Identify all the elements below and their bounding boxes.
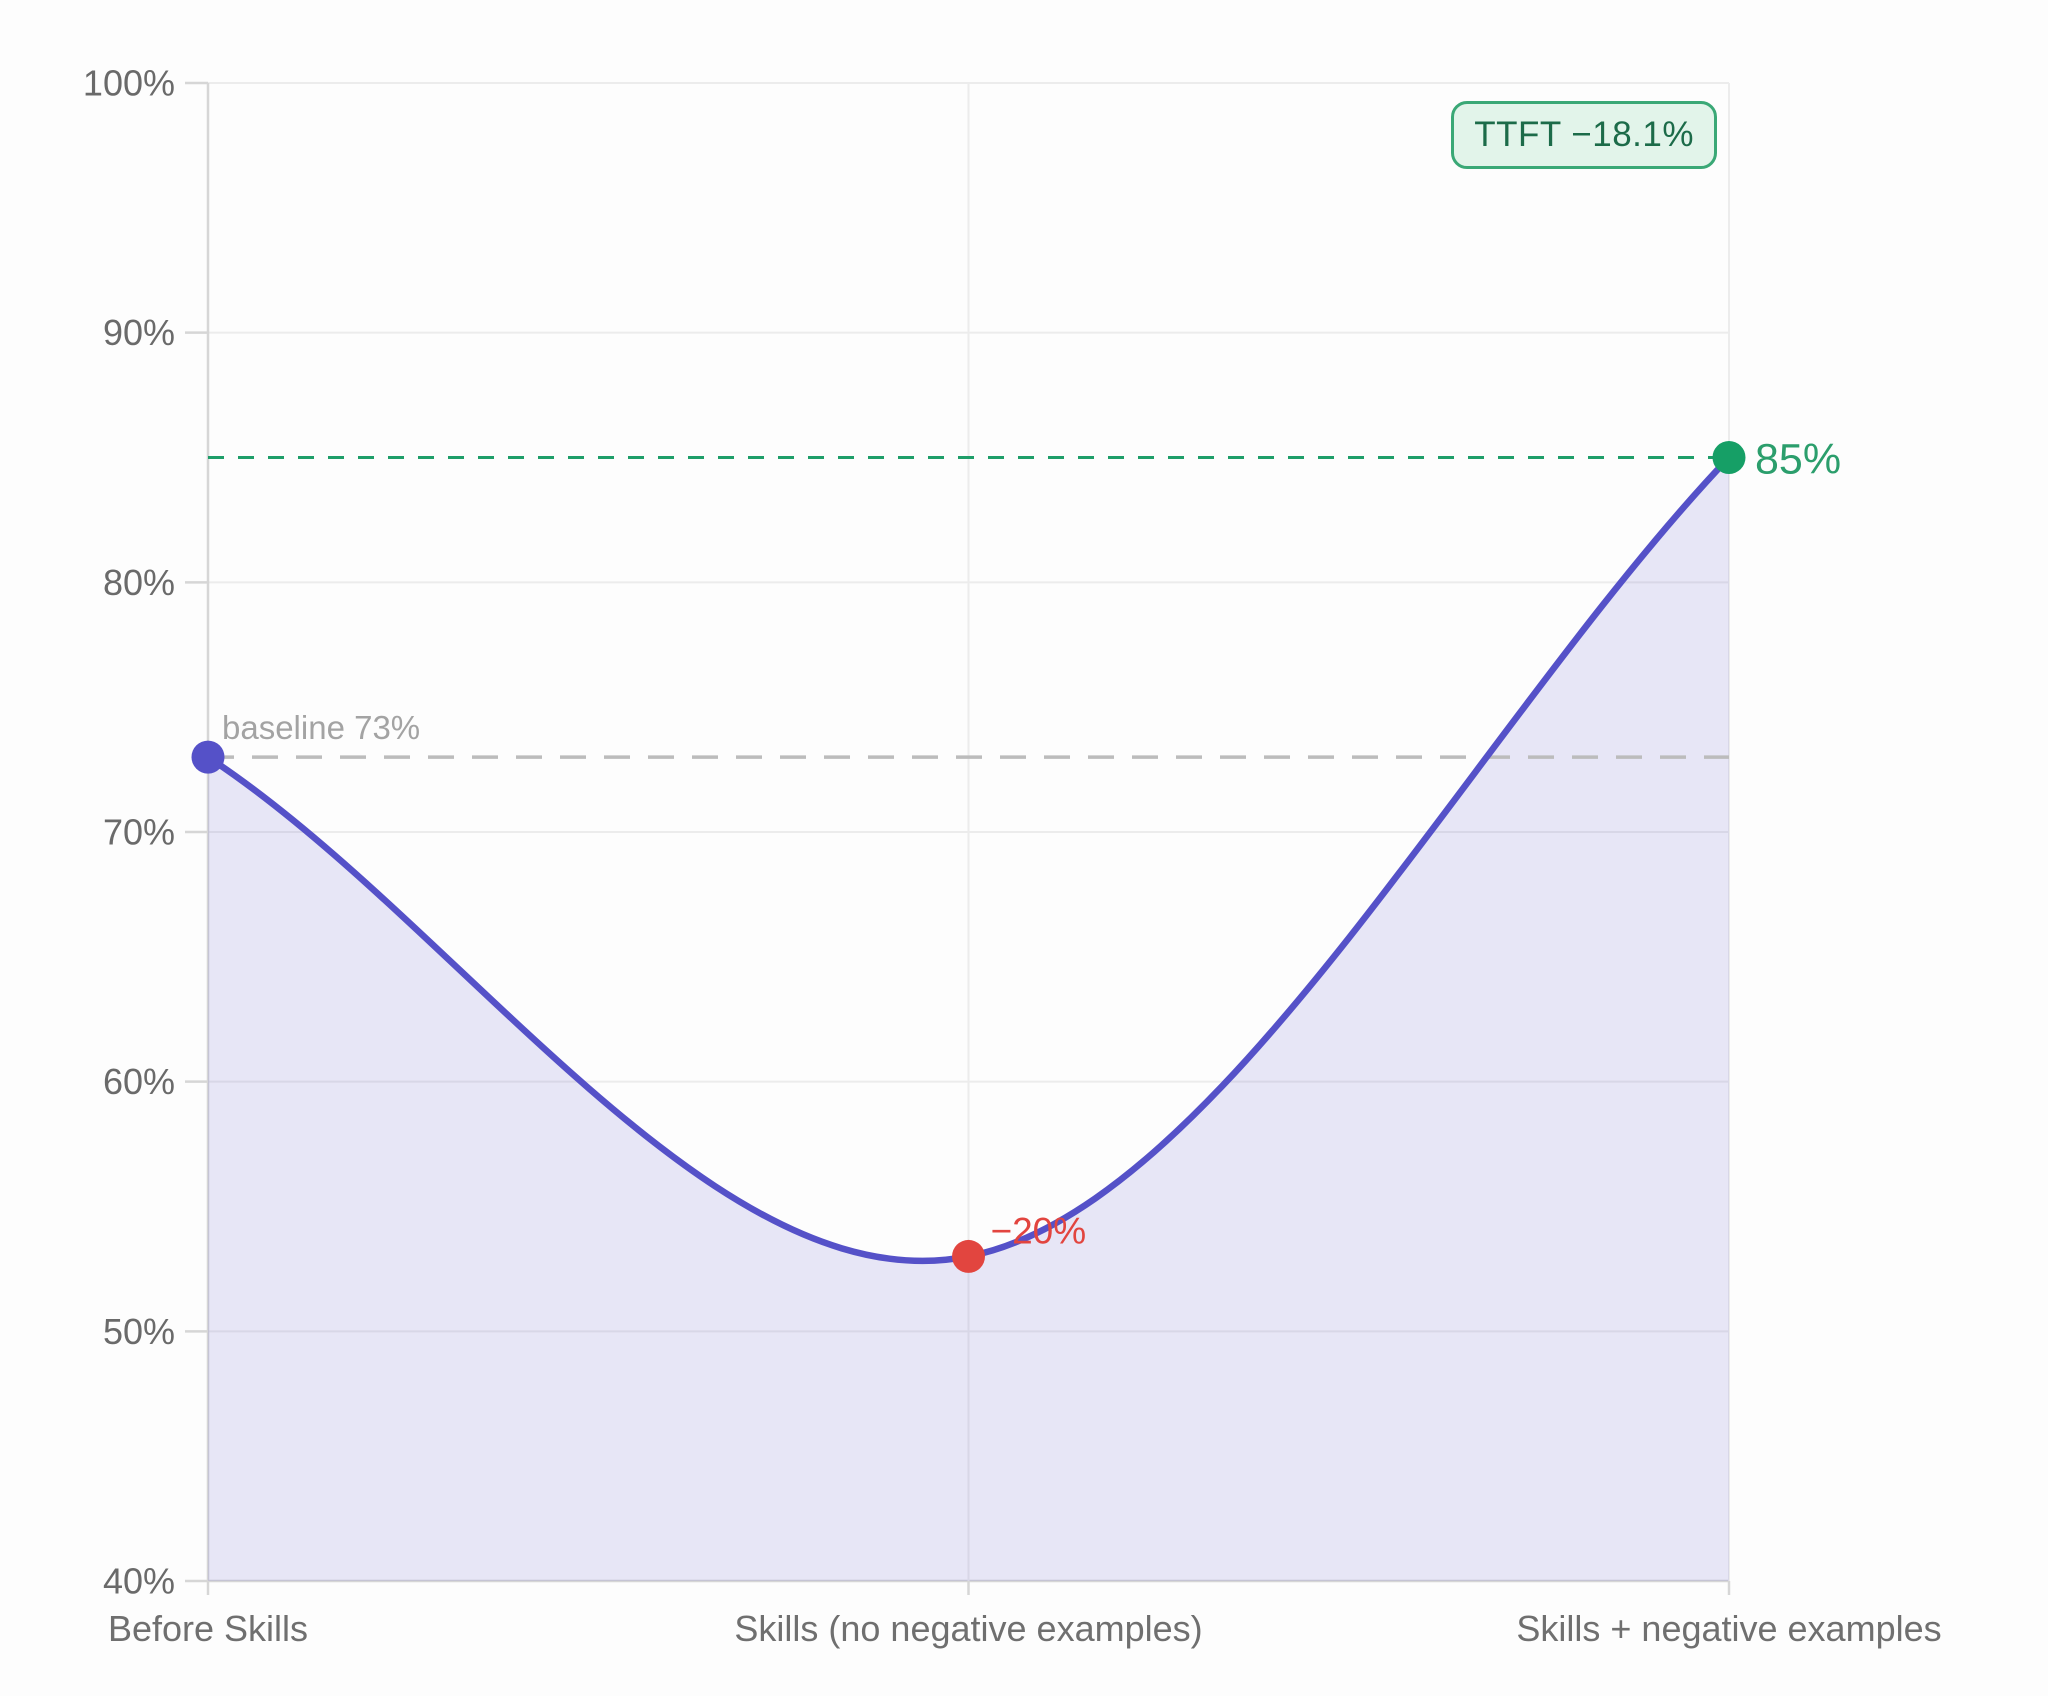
x-axis-label-skills-no-negative-examples: Skills (no negative examples) [734,1608,1202,1649]
data-point-skills-negative-examples [1712,441,1746,474]
x-axis-label-before-skills: Before Skills [108,1608,308,1649]
point-label-skills-no-negative-examples: −20% [991,1210,1087,1251]
y-axis-label-60: 60% [103,1061,175,1102]
series-area-fill [208,457,1729,1581]
y-axis-label-40: 40% [103,1561,175,1602]
x-axis-label-skills-negative-examples: Skills + negative examples [1516,1608,1941,1649]
point-label-before-skills: baseline 73% [222,709,420,746]
data-point-skills-no-negative-examples [952,1239,985,1273]
y-axis-label-80: 80% [103,562,175,603]
point-label-skills-negative-examples: 85% [1755,436,1841,484]
y-axis-label-90: 90% [103,312,175,353]
data-point-before-skills [191,740,225,774]
y-axis-label-100: 100% [83,63,175,104]
ttft-badge: TTFT −18.1% [1451,101,1717,169]
y-axis-label-50: 50% [103,1311,175,1352]
ttft-badge-label: TTFT −18.1% [1474,115,1694,154]
y-axis-label-70: 70% [103,812,175,853]
